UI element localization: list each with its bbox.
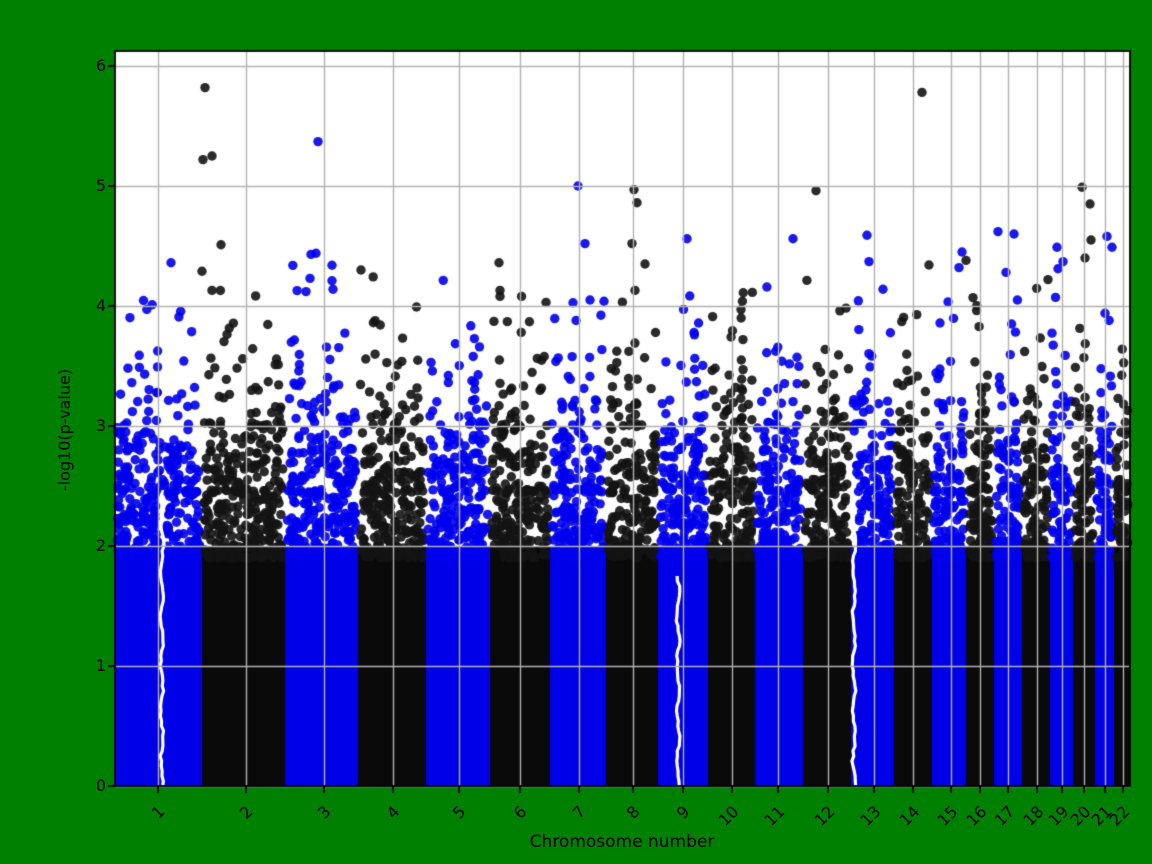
y-tick-label-0: 0 — [95, 776, 106, 795]
y-tick-label-5: 5 — [95, 176, 106, 195]
x-axis-label: Chromosome number — [529, 832, 715, 852]
y-tick-label-2: 2 — [95, 536, 106, 555]
y-tick-label-4: 4 — [95, 296, 106, 315]
y-tick-label-1: 1 — [95, 656, 106, 675]
y-tick-label-3: 3 — [95, 416, 106, 435]
y-tick-label-6: 6 — [95, 56, 106, 75]
